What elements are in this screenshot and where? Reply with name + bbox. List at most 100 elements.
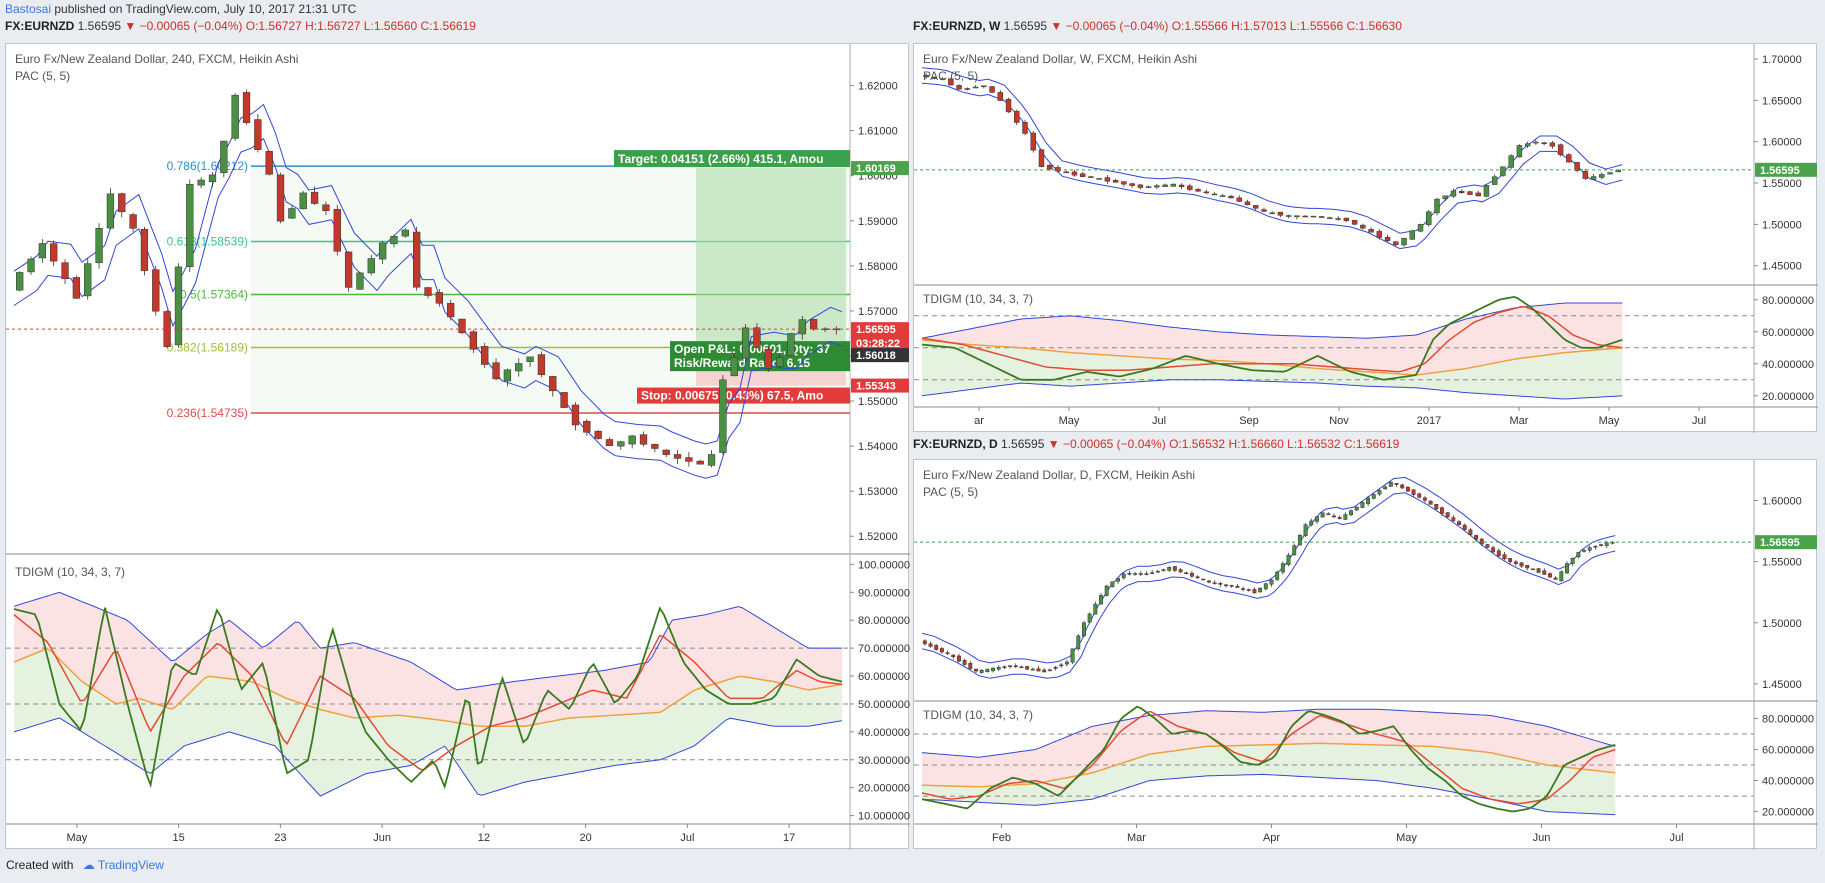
candle [673,454,682,459]
publisher-user[interactable]: Bastosai [5,2,52,16]
candle [1258,587,1263,593]
pac-legend-w: PAC (5, 5) [923,69,979,83]
candle [1394,483,1399,485]
candle [1189,573,1194,577]
candle [1042,669,1047,673]
candle [1337,517,1342,519]
candle [276,174,285,222]
candle [1519,562,1524,567]
candle [1542,570,1547,575]
tradingview-brand[interactable]: TradingView [97,858,164,872]
candle [1252,205,1259,209]
symbol-d[interactable]: FX:EURNZD, D [913,437,998,451]
tradingview-cloud-icon: ☁ [82,858,95,872]
candle [95,228,103,264]
chart-panel-w[interactable]: 1.70000 1.65000 1.60000 1.55000 1.50000 1.450… [913,43,1818,433]
candle [61,262,69,279]
candle [1343,217,1350,222]
candle [981,85,987,88]
candle [1203,191,1210,194]
candle [956,655,961,662]
candle [367,258,375,274]
candle [1383,486,1388,490]
candle [1607,172,1613,175]
time-tick-label: Nov [1329,415,1349,427]
candle [571,404,580,426]
candle [1479,538,1484,545]
candle [1599,544,1604,546]
chart-panel-h4[interactable]: 1.62000 1.61000 1.60000 1.59000 1.58000 1.570… [5,43,910,850]
candle [1096,178,1102,180]
osc-lower-fill [922,743,1616,815]
candle [1038,149,1045,167]
candle [662,449,670,455]
candle [1087,613,1092,623]
osc-tick-label: 60.000000 [858,671,910,683]
price-d: 1.56595 [1001,437,1045,451]
candle [1508,155,1514,168]
candle [1400,484,1405,489]
change-h4: ▼ −0.00065 (−0.04%) [124,19,243,33]
candle [1343,514,1348,520]
candle [1178,569,1183,573]
candle [1064,661,1069,665]
candle [1112,180,1119,183]
candle [140,228,149,271]
candle [1553,577,1558,580]
candle [1354,506,1359,511]
price-tick-label: 1.55000 [1762,557,1802,569]
candle [265,151,273,175]
candle [972,86,979,89]
candle [299,192,307,210]
symbol-h4[interactable]: FX:EURNZD [5,19,75,33]
candle [1263,583,1268,590]
chart-panel-d[interactable]: 1.60000 1.55000 1.50000 1.45000 80.000000 60.… [913,459,1818,850]
candle [1593,545,1598,548]
time-tick-label: Jul [1152,415,1166,427]
candle [1590,176,1597,180]
candle [1082,622,1086,637]
candle [1502,554,1507,559]
pac-legend-d: PAC (5, 5) [923,485,979,499]
candle [1195,576,1200,579]
candle [1549,142,1556,147]
time-tick-label: 23 [274,832,286,844]
osc-tick-label: 20.000000 [1762,807,1814,819]
price-tick-label: 1.55000 [858,396,898,408]
candle [741,327,750,359]
candle [16,272,24,291]
ohlc-d: O:1.56532 H:1.56660 L:1.56532 C:1.56619 [1169,437,1400,451]
candle [1269,579,1274,585]
candle [549,376,557,392]
candle [378,242,387,260]
candle [1121,181,1127,185]
candle [707,454,716,466]
candle [197,179,205,186]
price-axis-badge [1755,535,1817,550]
candle [1224,584,1228,587]
candle [1093,603,1098,615]
candle [1294,215,1300,218]
candle [1450,190,1457,197]
candle [951,654,956,657]
price-tick-label: 1.53000 [858,486,898,498]
candle [1170,183,1177,187]
candle [27,258,35,273]
price-tick-label: 1.57000 [858,306,898,318]
candle [1025,666,1030,670]
candle [1030,668,1035,671]
candle [1393,241,1399,245]
osc-upper-fill [922,303,1623,375]
candle [1013,665,1018,668]
candle [1285,215,1292,217]
time-tick-label: May [1396,832,1417,844]
header-h4: FX:EURNZD 1.56595 ▼ −0.00065 (−0.04%) O:… [5,19,476,33]
candle [956,85,962,90]
candle [685,457,693,462]
candle [1212,582,1217,585]
tradingview-logo[interactable]: ☁ TradingView [83,858,164,872]
candle [1071,171,1078,176]
symbol-w[interactable]: FX:EURNZD, W [913,19,1001,33]
price-tick-label: 1.60000 [1762,137,1802,149]
pac-lower [921,492,1616,679]
